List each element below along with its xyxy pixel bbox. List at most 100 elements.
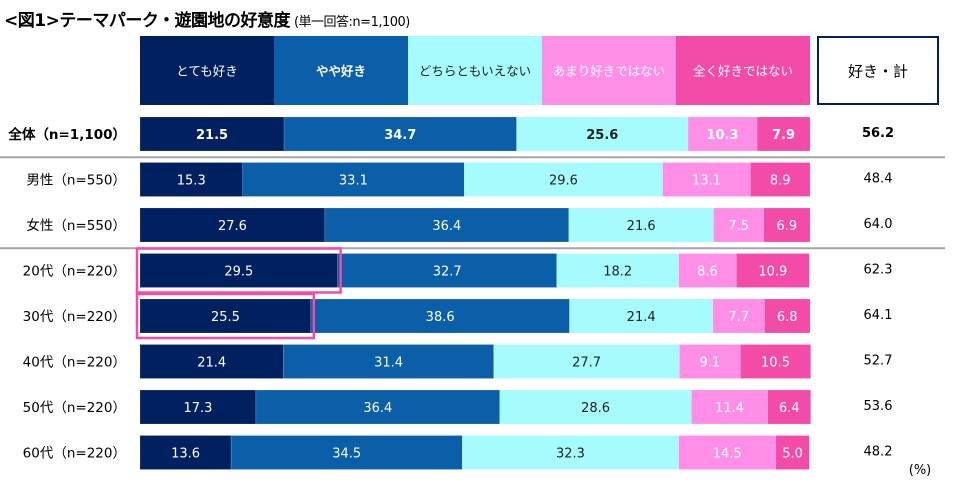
data-label: 6.9 [777,219,798,234]
bar-segment [678,253,737,288]
bar-segment [499,389,692,425]
data-label: 36.4 [432,219,461,234]
total-value: 48.2 [864,445,893,460]
row-label: 20代（n=220） [23,264,126,280]
bar-segment [493,344,680,379]
bar-segment [740,344,811,379]
bar-segment [556,253,679,288]
data-label: 18.2 [603,265,632,280]
data-label: 11.4 [715,401,744,416]
data-label: 29.5 [224,265,253,280]
bar-segment [337,253,558,288]
bar-segment [139,298,312,334]
data-label: 9.1 [699,356,720,371]
chart-title-sub: (単一回答:n=1,100) [293,15,410,30]
total-value: 64.1 [864,308,893,323]
data-label: 15.3 [177,174,206,189]
data-label: 29.6 [549,174,578,189]
row-label: 40代（n=220） [23,355,126,371]
bar-segment [139,435,232,470]
total-value: 56.2 [862,126,894,141]
total-value: 64.0 [864,217,893,232]
legend-label-3: どちらともいえない [419,64,531,79]
data-label: 5.0 [782,447,803,462]
data-label: 21.4 [197,356,226,371]
bar-segment [662,162,751,197]
bar-segment [324,207,570,243]
total-value: 53.6 [864,399,893,414]
bar-segment [712,298,765,334]
legend-swatch-1 [140,36,274,105]
row-label: 60代（n=220） [23,446,126,462]
data-label: 34.5 [332,447,361,462]
bar-segment [691,389,769,425]
legend-label-4: あまり好きではない [553,64,666,79]
bar-segment [756,116,811,152]
bar-segment [139,253,338,288]
bar-segment [735,253,810,288]
data-label: 14.5 [713,447,742,462]
data-label: 17.3 [183,401,212,416]
bar-segment [255,389,501,425]
bar-segment [230,435,463,470]
data-label: 28.6 [581,401,610,416]
data-label: 34.7 [384,128,416,143]
legend-label-2: やや好き [316,64,366,79]
data-label: 13.1 [692,174,721,189]
legend-swatch-2 [274,36,408,105]
bar-segment [139,344,284,379]
unit-label: (%) [909,463,932,478]
total-value: 52.7 [864,354,893,369]
data-label: 32.7 [433,265,462,280]
legend-swatch-4 [542,36,676,105]
legend-label-5: 全く好きではない [693,64,793,79]
bar-segment [283,116,517,152]
bar-segment [568,207,714,243]
bar-segment [139,207,326,243]
bar-segment [139,389,257,425]
bar-segment [763,207,811,243]
data-label: 21.4 [627,310,656,325]
bar-segment [767,389,811,425]
row-label: 30代（n=220） [23,309,126,325]
data-label: 8.6 [697,265,718,280]
bar-segment [516,116,689,152]
legend-swatch-5 [676,36,810,105]
data-label: 7.9 [772,128,795,143]
bar-segment [750,162,811,197]
bar-segment [139,162,243,197]
row-label: 男性（n=550） [26,173,126,189]
data-label: 36.4 [363,401,392,416]
bar-segment [463,162,663,197]
data-label: 32.3 [556,447,585,462]
total-header-label: 好き・計 [848,63,908,81]
data-label: 38.6 [426,310,455,325]
bar-segment [461,435,679,470]
highlight-box-1 [135,247,342,294]
data-label: 25.6 [586,128,618,143]
data-label: 7.7 [728,310,749,325]
bar-segment [687,116,758,152]
data-label: 31.4 [374,356,403,371]
data-label: 25.5 [211,310,240,325]
legend-label-1: とても好き [176,64,238,79]
row-label: 50代（n=220） [23,400,126,416]
data-label: 10.9 [758,265,787,280]
bar-segment [139,116,285,152]
data-label: 7.5 [728,219,749,234]
row-label: 女性（n=550） [26,217,126,234]
total-value: 48.4 [864,172,893,187]
data-label: 21.5 [196,128,228,143]
data-label: 6.4 [779,401,800,416]
total-header-box [817,36,939,105]
data-label: 27.7 [572,356,601,371]
bar-segment [678,435,777,470]
bar-segment [775,435,810,470]
bar-segment [713,207,765,243]
data-label: 10.5 [761,356,790,371]
data-label: 27.6 [218,219,247,234]
legend-swatch-3 [408,36,542,105]
data-label: 13.6 [171,447,200,462]
chart-title-main: <図1>テーマパーク・遊園地の好意度 [4,11,290,31]
